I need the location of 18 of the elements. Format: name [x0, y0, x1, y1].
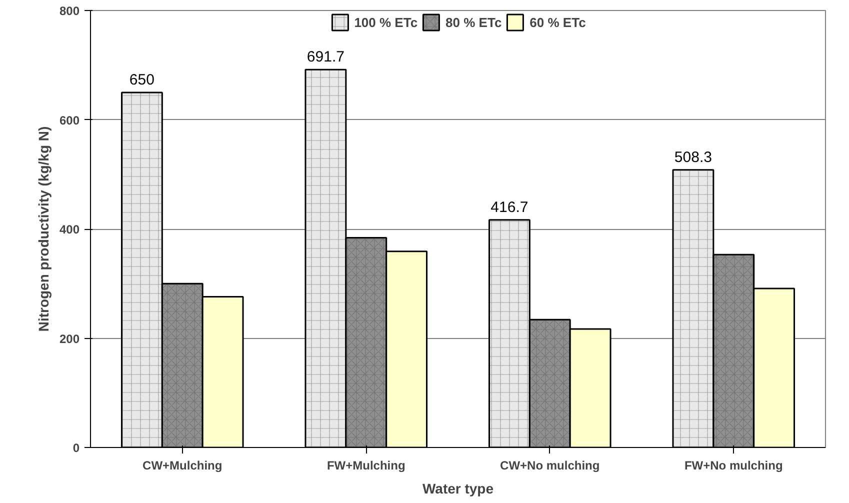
- x-axis-title: Water type: [422, 480, 494, 496]
- y-tick-label: 400: [59, 222, 80, 236]
- x-tick-label: FW+No mulching: [684, 458, 783, 472]
- y-tick-label: 600: [59, 113, 80, 128]
- x-tick-label: CW+Mulching: [142, 458, 222, 472]
- y-tick-label: 200: [59, 332, 80, 346]
- data-label: 691.7: [306, 48, 344, 66]
- y-tick-label: 800: [59, 4, 80, 18]
- x-tick-label: CW+No mulching: [500, 458, 600, 472]
- y-axis-title: Nitrogen productivity (kg/kg N): [35, 126, 52, 332]
- legend-label: 60 % ETc: [530, 14, 586, 30]
- data-label: 416.7: [490, 198, 528, 216]
- data-label: 650: [129, 71, 154, 88]
- x-tick-label: FW+Mulching: [326, 458, 406, 472]
- legend-label: 100 % ETc: [354, 14, 418, 30]
- legend-label: 80 % ETc: [446, 14, 502, 30]
- y-tick-label: 0: [72, 441, 80, 455]
- data-label: 508.3: [674, 148, 712, 166]
